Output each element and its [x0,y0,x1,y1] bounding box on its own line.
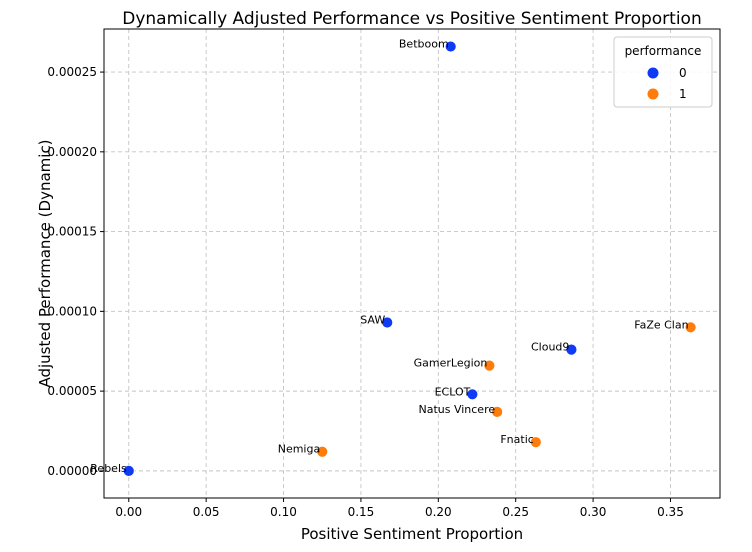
y-tick-label: 0.00010 [47,304,97,318]
data-point [529,436,542,449]
y-axis-title: Adjusted Performance (Dynamic) [36,139,54,387]
legend-title: performance [625,44,702,58]
y-tick-label: 0.00025 [47,65,97,79]
x-tick-label: 0.05 [193,505,220,519]
x-axis-title: Positive Sentiment Proportion [301,525,523,543]
legend-entries: 01 [647,66,687,101]
data-point-label: ECLOT [435,385,471,398]
y-axis-ticks: 0.00000 0.00005 0.00010 0.00015 0.00020 0.000… [47,65,104,478]
data-point [483,359,496,372]
data-point-label: Betboom [399,38,449,51]
y-tick-label: 0.00005 [47,384,97,398]
data-point [684,321,697,334]
data-point-label: GamerLegion [414,357,488,370]
y-tick-label: 0.00000 [47,464,97,478]
data-point-label: Cloud9 [531,341,569,354]
chart-title: Dynamically Adjusted Performance vs Posi… [122,9,701,29]
data-points [122,40,697,477]
x-tick-label: 0.15 [348,505,375,519]
x-tick-label: 0.00 [115,505,142,519]
x-tick-label: 0.35 [657,505,684,519]
data-point [565,343,578,356]
x-tick-label: 0.20 [425,505,452,519]
x-tick-label: 0.10 [270,505,297,519]
legend-label: 1 [679,87,687,101]
data-point-label: SAW [360,314,385,327]
data-point-label: Natus Vincere [418,403,495,416]
y-tick-label: 0.00020 [47,145,97,159]
legend-label: 0 [679,66,687,80]
plot-area-frame [103,28,721,499]
data-point-label: Nemiga [278,443,321,456]
x-tick-label: 0.25 [502,505,529,519]
data-point-label: Fnatic [500,433,533,446]
data-point [491,405,504,418]
point-labels: Betboom SAW Cloud9 ECLOT Rebels FaZe Clan Game… [90,38,688,475]
x-axis-ticks: 0.00 0.05 0.10 0.15 0.20 0.25 0.30 0.35 [115,498,684,519]
data-point [122,464,135,477]
y-tick-label: 0.00015 [47,225,97,239]
legend: performance 01 [613,36,713,108]
data-point-label: Rebels [90,462,127,475]
data-point [381,316,394,329]
legend-marker [647,88,659,100]
legend-box [613,36,713,108]
grid [104,29,720,498]
data-point [444,40,457,53]
data-point-label: FaZe Clan [634,318,688,331]
data-point [316,445,329,458]
legend-marker [647,67,659,79]
x-tick-label: 0.30 [580,505,607,519]
data-point [466,388,479,401]
